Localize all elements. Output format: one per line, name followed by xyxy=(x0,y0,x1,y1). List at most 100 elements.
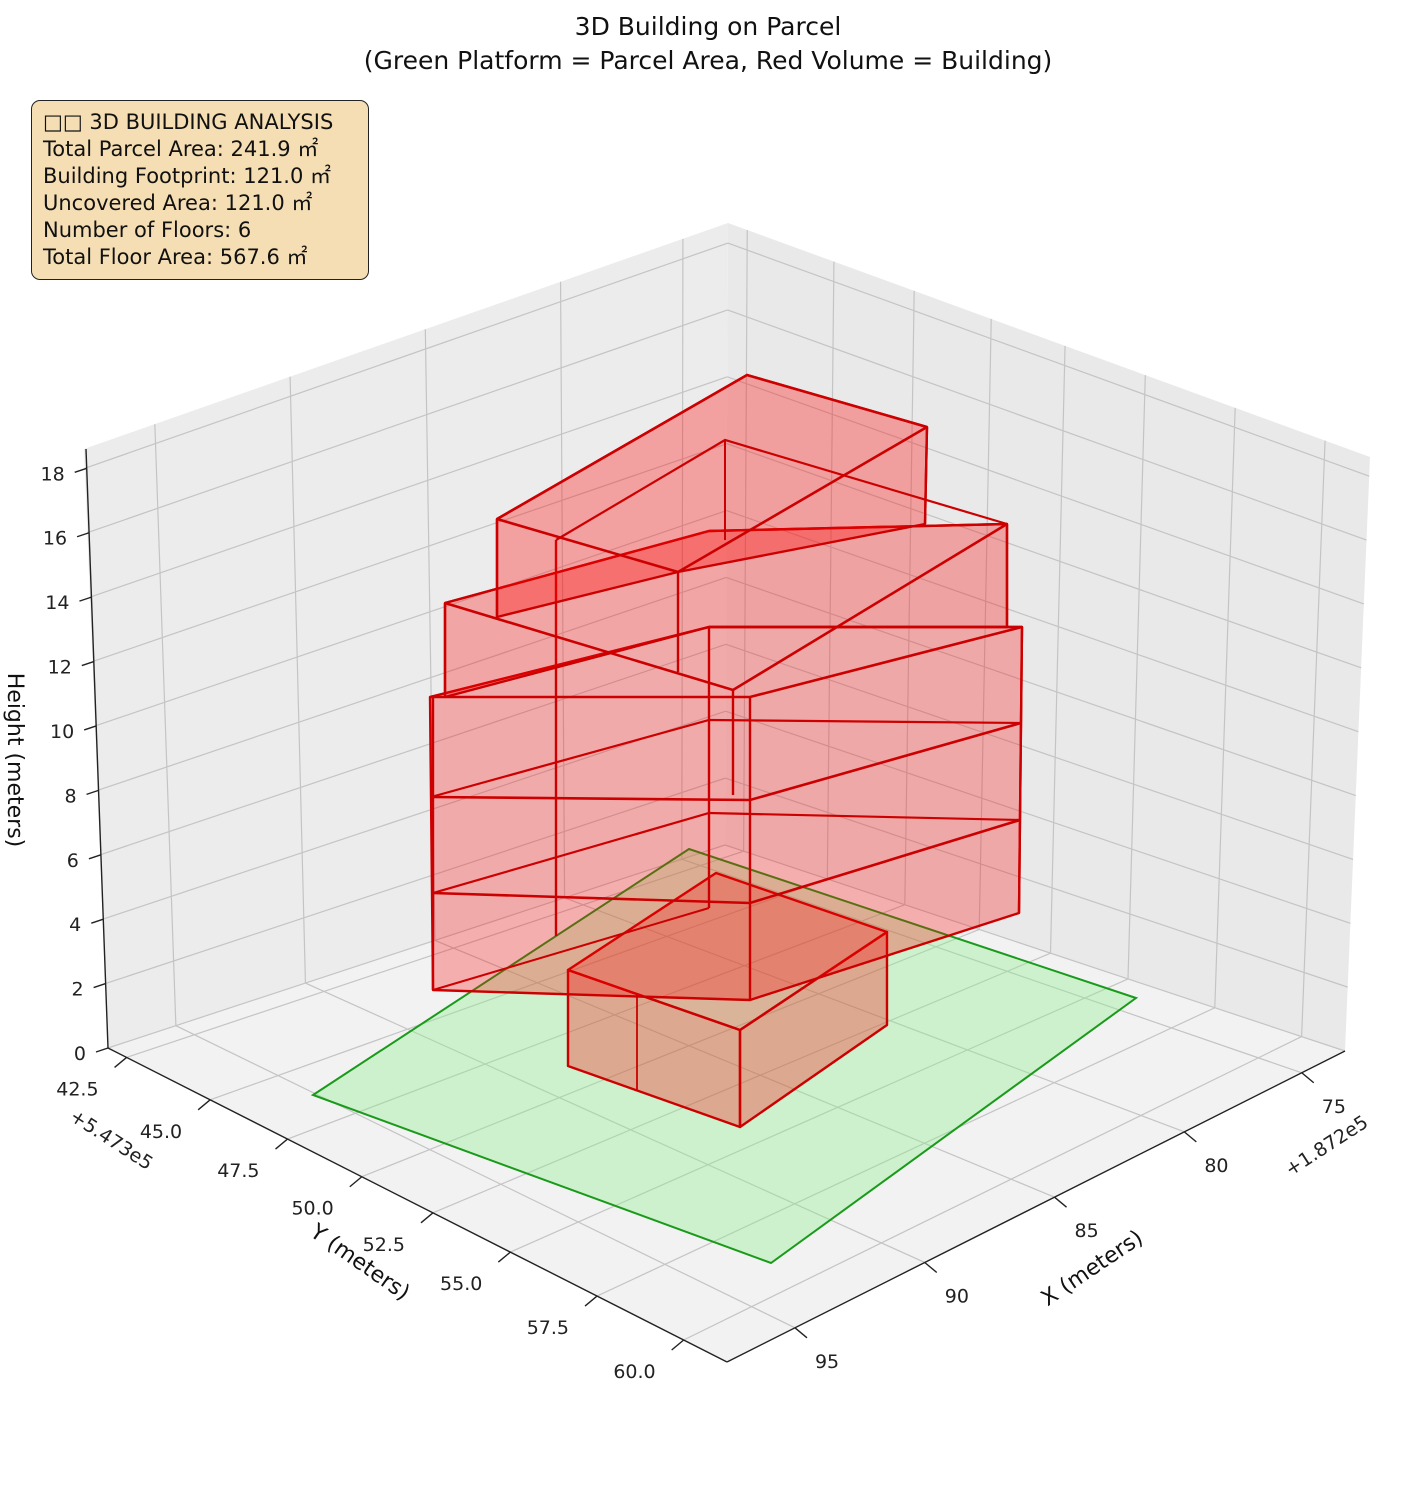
z-axis-line xyxy=(85,448,109,1049)
x-tick xyxy=(1183,1131,1197,1143)
x-tick-label: 90 xyxy=(945,1285,969,1307)
y-tick xyxy=(349,1176,363,1188)
building-vertical-edge xyxy=(1017,626,1024,914)
info-total-floor-area: Total Floor Area: 567.6 ㎡ xyxy=(43,245,308,269)
z-gridline-right xyxy=(725,643,1354,860)
y-tick-label: 42.5 xyxy=(56,1078,98,1100)
x-tick xyxy=(924,1261,938,1274)
analysis-info-box: □□ 3D BUILDING ANALYSIS Total Parcel Are… xyxy=(31,100,369,280)
gridlines xyxy=(84,230,1370,1341)
z-tick xyxy=(76,532,90,538)
z-tick xyxy=(95,1047,109,1053)
y-gridline-right-wall xyxy=(742,230,748,852)
building-volumes xyxy=(310,373,1139,1265)
z-tick xyxy=(88,854,102,860)
x-axis-line xyxy=(726,1050,1346,1363)
tick-marks xyxy=(74,467,1315,1351)
z-tick-label: 18 xyxy=(41,463,65,485)
x-tick xyxy=(1054,1196,1067,1208)
x-tick xyxy=(794,1327,808,1339)
z-gridline-left xyxy=(84,242,729,469)
y-gridline-right-wall xyxy=(1127,375,1146,979)
y-gridline-right-wall xyxy=(1214,407,1236,1008)
parcel-platform xyxy=(310,847,1139,1265)
z-tick-label: 8 xyxy=(64,785,76,807)
z-gridline-left xyxy=(105,777,726,985)
z-axis-label: Height (meters) xyxy=(2,673,27,848)
y-tick xyxy=(197,1099,211,1111)
z-gridline-left xyxy=(94,510,727,727)
z-gridline-left xyxy=(87,309,728,534)
chart-subtitle: (Green Platform = Parcel Area, Red Volum… xyxy=(363,46,1053,75)
y-tick xyxy=(420,1212,434,1224)
y-gridline-floor xyxy=(432,952,1051,1214)
z-tick-label: 2 xyxy=(72,979,84,1001)
z-tick-label: 14 xyxy=(45,592,69,614)
x-gridline-left-wall xyxy=(559,281,566,898)
right-wall-pane xyxy=(725,223,1370,1051)
z-tick xyxy=(83,725,97,731)
x-tick-label: 95 xyxy=(815,1351,839,1373)
y-tick-label: 45.0 xyxy=(140,1121,182,1143)
x-gridline-floor xyxy=(681,858,1302,1074)
floor-pane xyxy=(108,845,1345,1362)
z-gridline-right xyxy=(725,777,1348,988)
z-gridline-right xyxy=(727,242,1370,477)
x-tick-label: 80 xyxy=(1204,1155,1228,1177)
x-gridline-floor xyxy=(305,982,926,1264)
z-gridline-right xyxy=(727,376,1365,605)
y-tick xyxy=(275,1138,288,1150)
z-gridline-right xyxy=(726,576,1356,797)
x-offset-label: +1.872e5 xyxy=(1281,1111,1372,1181)
z-tick xyxy=(79,596,92,602)
z-tick-label: 16 xyxy=(43,528,67,550)
x-gridline-left-wall xyxy=(289,376,307,984)
y-gridline-right-wall xyxy=(1049,345,1066,954)
z-tick xyxy=(91,918,104,924)
z-gridline-left xyxy=(92,443,728,663)
y-tick-label: 52.5 xyxy=(363,1234,405,1256)
y-gridline-floor xyxy=(510,978,1129,1253)
y-gridline-right-wall xyxy=(826,261,835,879)
z-gridline-left xyxy=(100,643,727,856)
y-tick xyxy=(584,1295,598,1307)
axes-panes xyxy=(84,223,1370,1362)
info-building-footprint: Building Footprint: 121.0 ㎡ xyxy=(43,164,332,188)
y-tick-label: 55.0 xyxy=(440,1273,482,1295)
y-gridline-floor xyxy=(683,1036,1302,1341)
x-tick-label: 85 xyxy=(1075,1220,1099,1242)
x-gridline-left-wall xyxy=(681,238,684,860)
x-gridline-left-wall xyxy=(154,424,177,1026)
axis-lines xyxy=(85,448,1346,1363)
y-gridline-right-wall xyxy=(1301,440,1326,1037)
info-heading: □□ 3D BUILDING ANALYSIS xyxy=(43,110,334,134)
y-tick xyxy=(114,1056,128,1068)
info-uncovered-area: Uncovered Area: 121.0 ㎡ xyxy=(43,191,313,215)
z-gridline-right xyxy=(725,710,1351,924)
x-gridline-floor xyxy=(564,897,1185,1133)
x-tick xyxy=(1301,1072,1315,1084)
y-gridline-right-wall xyxy=(978,318,992,930)
z-gridline-right xyxy=(726,510,1359,733)
y-gridline-floor xyxy=(209,878,828,1101)
y-tick-label: 57.5 xyxy=(527,1317,569,1339)
z-tick-label: 4 xyxy=(69,914,81,936)
z-tick-label: 6 xyxy=(67,850,79,872)
floor-1-front-right xyxy=(738,930,889,1129)
z-tick-label: 0 xyxy=(74,1043,86,1065)
y-tick-label: 47.5 xyxy=(217,1160,259,1182)
z-tick xyxy=(74,467,87,473)
z-gridline-right xyxy=(727,309,1367,541)
info-floor-count: Number of Floors: 6 xyxy=(43,218,252,242)
x-gridline-floor xyxy=(175,1025,796,1329)
y-tick xyxy=(497,1251,511,1263)
z-tick xyxy=(86,789,99,796)
x-gridline-floor xyxy=(434,939,1055,1198)
y-gridline-right-wall xyxy=(904,290,915,905)
floor-6-edge xyxy=(496,373,928,521)
z-tick xyxy=(81,660,95,667)
tier-back-edge xyxy=(432,907,710,991)
info-parcel-area: Total Parcel Area: 241.9 ㎡ xyxy=(43,137,319,161)
z-gridline-left xyxy=(89,376,728,598)
